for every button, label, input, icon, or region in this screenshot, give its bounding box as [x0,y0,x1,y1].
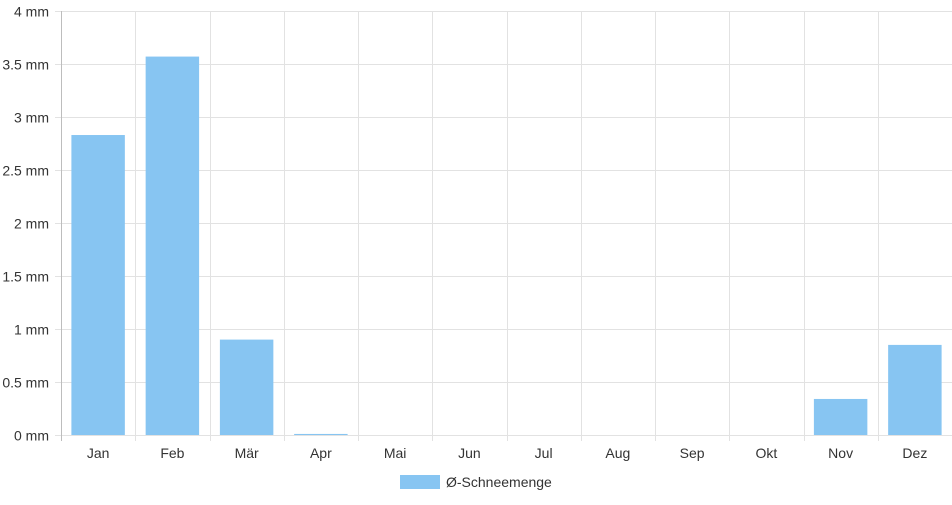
y-tick-label: 2 mm [14,216,49,232]
bars-layer [71,56,942,435]
y-tick-label: 0 mm [14,428,49,444]
x-tick-label: Aug [605,445,630,461]
bar-jan[interactable] [71,135,125,435]
bar-nov[interactable] [813,398,868,435]
x-tick-label: Dez [902,445,927,461]
y-axis-ticks: 0 mm 0.5 mm 1 mm 1.5 mm 2 mm 2.5 mm 3 mm 3.5 mm… [2,4,49,444]
bar-dez[interactable] [888,344,942,435]
x-tick-label: Sep [680,445,705,461]
legend-label[interactable]: Ø-Schneemenge [446,474,552,490]
y-tick-label: 4 mm [14,4,49,20]
y-tick-label: 2.5 mm [2,163,49,179]
y-tick-label: 1 mm [14,322,49,338]
grid-layer [55,11,952,441]
y-tick-label: 0.5 mm [2,375,49,391]
x-tick-label: Apr [310,445,332,461]
x-tick-label: Mai [384,445,407,461]
legend-swatch[interactable] [400,475,440,489]
x-tick-label: Jan [87,445,110,461]
x-tick-label: Feb [160,445,184,461]
bar-feb[interactable] [145,56,200,435]
x-tick-label: Nov [828,445,853,461]
x-tick-label: Jul [535,445,553,461]
x-tick-label: Mär [235,445,259,461]
bar-apr[interactable] [294,433,348,435]
y-tick-label: 3 mm [14,110,49,126]
legend[interactable]: Ø-Schneemenge [400,474,552,490]
x-tick-label: Jun [458,445,481,461]
y-tick-label: 3.5 mm [2,57,49,73]
bar-mär[interactable] [219,339,274,435]
x-tick-label: Okt [755,445,777,461]
x-axis-ticks: Jan Feb Mär Apr Mai Jun Jul Aug Sep Okt Nov Dez [87,445,927,461]
y-tick-label: 1.5 mm [2,269,49,285]
